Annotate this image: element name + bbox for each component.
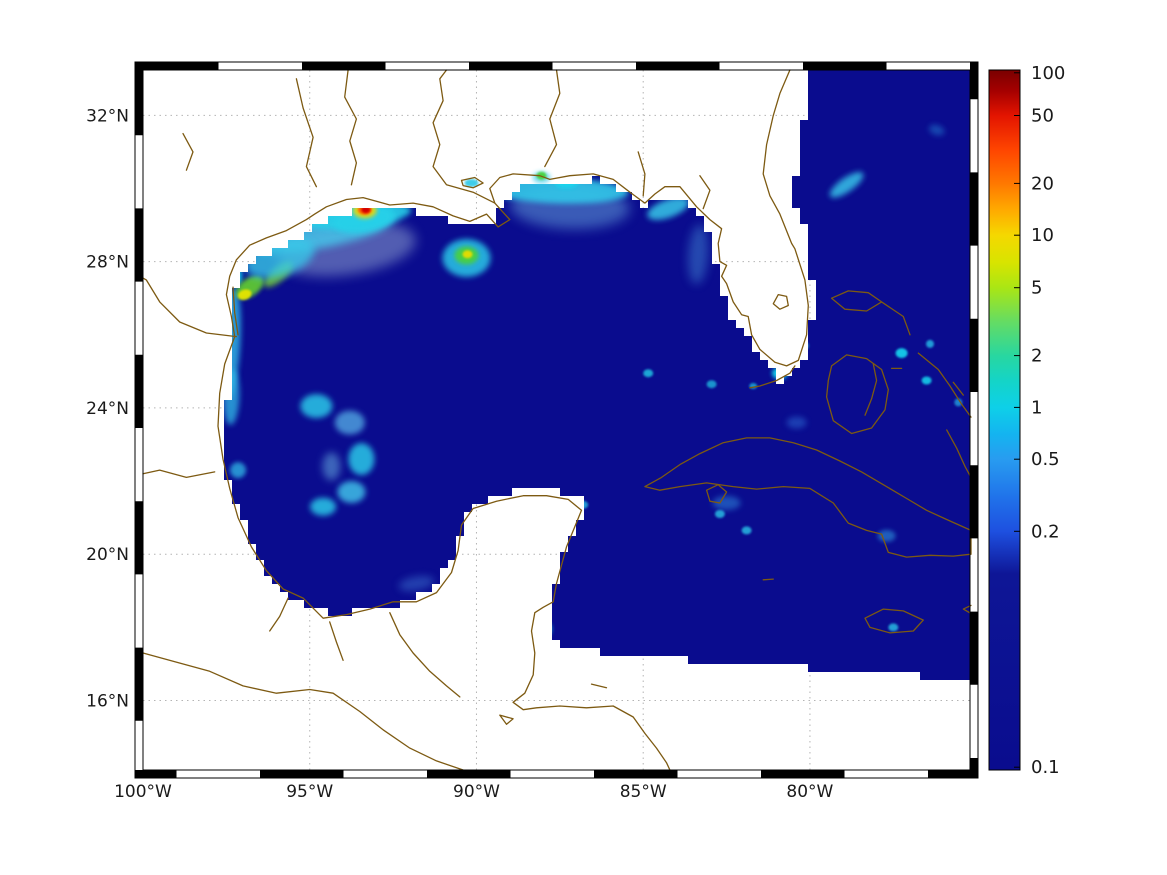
loop-eddy-5 bbox=[310, 497, 337, 516]
belize-dot bbox=[541, 622, 552, 637]
cat-island bbox=[952, 381, 964, 396]
cuba bbox=[644, 437, 972, 558]
delta-cluster-yellow bbox=[462, 250, 473, 259]
lon-tick-label: 95°W bbox=[286, 782, 333, 802]
great-bahama-bank bbox=[825, 354, 889, 435]
lat-tick-label: 16°N bbox=[86, 692, 129, 712]
bigbend-cyan bbox=[647, 197, 690, 220]
belize-green bbox=[542, 631, 549, 638]
lon-tick-label: 85°W bbox=[620, 782, 667, 802]
eleuthera-exuma-chain bbox=[917, 352, 972, 418]
topright-faint bbox=[928, 124, 945, 136]
map-frame bbox=[134, 61, 979, 779]
haiti-tip bbox=[962, 604, 972, 615]
lon-tick-label: 80°W bbox=[786, 782, 833, 802]
rio-grande bbox=[142, 277, 238, 338]
texas-hill-river bbox=[182, 132, 194, 171]
jamaica bbox=[864, 608, 924, 634]
frame-outer-edge bbox=[134, 61, 979, 779]
cuba-s-dot2 bbox=[741, 526, 752, 535]
lat-tick-label: 24°N bbox=[86, 399, 129, 419]
isla-juventud bbox=[705, 484, 728, 504]
lon-tick-label: 100°W bbox=[114, 782, 172, 802]
mx-coast-dot bbox=[230, 462, 246, 479]
colorbar-tick-label: 1 bbox=[1031, 397, 1042, 418]
alabama-river bbox=[544, 69, 561, 168]
grijalva-usumacinta-river bbox=[389, 612, 461, 698]
pcola-bright bbox=[554, 178, 579, 188]
loop-eddy-1 bbox=[300, 394, 333, 419]
laguna-madre-barrier bbox=[232, 286, 239, 336]
mexico-pacific-coast bbox=[142, 652, 464, 771]
red-river bbox=[344, 69, 358, 186]
bahama-dot-2 bbox=[926, 339, 934, 348]
cayman bbox=[762, 578, 774, 581]
apalachicola-river bbox=[637, 151, 646, 197]
lat-tick-label: 32°N bbox=[86, 106, 129, 126]
loop-eddy-tail bbox=[322, 452, 341, 481]
colorbar-tick-label: 50 bbox=[1031, 106, 1054, 127]
colorbar-bar bbox=[988, 69, 1021, 771]
batabano-faint bbox=[712, 496, 741, 510]
lon-tick-label: 90°W bbox=[453, 782, 500, 802]
tortugas-dot bbox=[706, 380, 717, 389]
data-region bbox=[224, 70, 970, 680]
colorbar-tick-label: 100 bbox=[1031, 63, 1065, 84]
flbay-bright bbox=[771, 367, 788, 380]
colorbar-tick-label: 0.1 bbox=[1031, 757, 1060, 778]
andros bbox=[864, 363, 878, 416]
bay-islands-honduras bbox=[590, 683, 608, 689]
wfl-shelf bbox=[688, 224, 709, 285]
coatzacoalcos-river bbox=[329, 621, 344, 661]
colorbar-tick-label: 0.2 bbox=[1031, 521, 1060, 542]
papaloapan-river bbox=[269, 597, 289, 632]
colorbar-tick-label: 2 bbox=[1031, 346, 1042, 367]
coastlines bbox=[142, 69, 972, 771]
panuco-river bbox=[142, 469, 216, 479]
caysal-faint bbox=[786, 416, 807, 429]
pontchartrain-data bbox=[464, 179, 479, 187]
colorbar-tick-label: 5 bbox=[1031, 278, 1042, 299]
atch-red bbox=[361, 206, 371, 214]
cuba-s-dot1 bbox=[714, 510, 725, 518]
axis-labels: 100°W 95°W 90°W 85°W 80°W 32°N 28°N 24°N 20°N 16°… bbox=[86, 106, 833, 802]
florida-keys bbox=[749, 365, 796, 389]
guacanayabo-faint bbox=[877, 529, 896, 542]
longisland-dot bbox=[954, 398, 963, 407]
na-mainland-gulf-coast bbox=[217, 69, 809, 771]
lake-okeechobee bbox=[772, 293, 789, 310]
data-layer bbox=[224, 70, 970, 680]
colorbar: 100 50 20 10 5 2 1 0.5 0.2 0.1 bbox=[988, 63, 1065, 778]
yuc-ne-dot bbox=[578, 500, 589, 509]
lat-tick-label: 28°N bbox=[86, 253, 129, 273]
colorbar-tick-label: 10 bbox=[1031, 225, 1054, 246]
ragged-island-chain bbox=[946, 429, 972, 479]
bahama-dot-1 bbox=[895, 348, 908, 359]
mississippi-river bbox=[432, 69, 496, 204]
suwannee-river bbox=[699, 175, 711, 210]
lat-tick-label: 20°N bbox=[86, 545, 129, 565]
tx-bend-yellow bbox=[237, 289, 252, 300]
trinity-river bbox=[295, 78, 318, 188]
loop-eddy-4 bbox=[337, 481, 366, 503]
lake-izabal bbox=[499, 714, 514, 725]
abaco-line bbox=[880, 301, 911, 336]
jamaica-dot bbox=[888, 623, 899, 632]
campeche-faint bbox=[398, 575, 435, 592]
mid-gulf-dot bbox=[643, 369, 654, 378]
loop-eddy-2 bbox=[334, 410, 365, 435]
bahama-dot-3 bbox=[921, 376, 932, 385]
loop-eddy-3 bbox=[348, 443, 375, 476]
lake-pontchartrain bbox=[460, 176, 484, 189]
frame-inner-edge bbox=[142, 69, 971, 771]
colorbar-tick-label: 0.5 bbox=[1031, 449, 1060, 470]
atl-filament bbox=[829, 171, 864, 198]
colorbar-tick-label: 20 bbox=[1031, 173, 1054, 194]
